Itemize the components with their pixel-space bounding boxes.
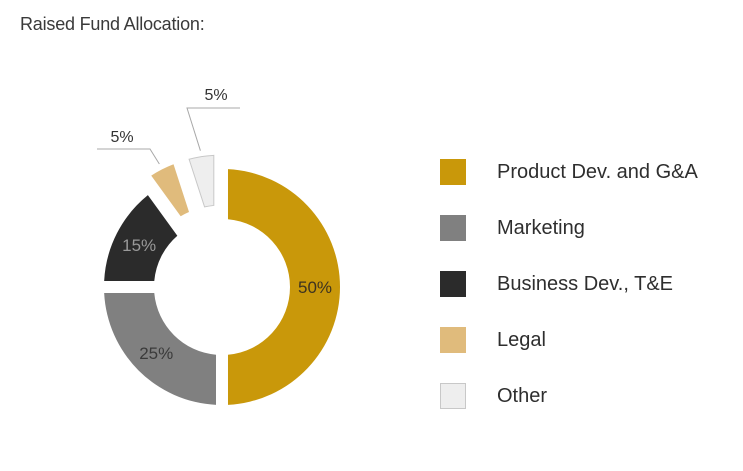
legend-label-business-dev-t-e: Business Dev., T&E (497, 272, 673, 295)
donut-slice-product-dev-and-g-a (227, 169, 341, 405)
donut-slice-other (188, 154, 215, 208)
legend-swatch-marketing (440, 215, 466, 241)
legend-label-product-dev-and-g-a: Product Dev. and G&A (497, 160, 698, 183)
legend-label-legal: Legal (497, 328, 546, 351)
slice-label-product-dev-and-g-a: 50% (298, 278, 332, 297)
callout-line-legal (97, 148, 160, 165)
legend-item-legal: Legal (440, 326, 698, 354)
legend-swatch-legal (440, 327, 466, 353)
legend-item-business-dev-t-e: Business Dev., T&E (440, 270, 698, 298)
donut-slice-business-dev-t-e (104, 195, 178, 282)
slice-label-legal: 5% (110, 129, 133, 146)
legend-swatch-business-dev-t-e (440, 271, 466, 297)
legend-item-marketing: Marketing (440, 214, 698, 242)
legend-label-other: Other (497, 384, 548, 407)
callout-line-other (186, 107, 240, 151)
donut-slice-marketing (104, 292, 217, 405)
chart-legend: Product Dev. and G&A Marketing Business De… (440, 158, 698, 438)
legend-label-marketing: Marketing (497, 216, 585, 239)
slice-label-marketing: 25% (139, 344, 173, 363)
legend-item-product-dev-and-g-a: Product Dev. and G&A (440, 158, 698, 186)
legend-item-other: Other (440, 382, 698, 410)
chart-title: Raised Fund Allocation: (20, 14, 205, 34)
slice-label-business-dev-t-e: 15% (122, 236, 156, 255)
legend-swatch-other (440, 383, 466, 409)
slice-label-other: 5% (204, 87, 227, 104)
legend-swatch-product-dev-and-g-a (440, 159, 466, 185)
donut-slice-legal (151, 164, 190, 217)
